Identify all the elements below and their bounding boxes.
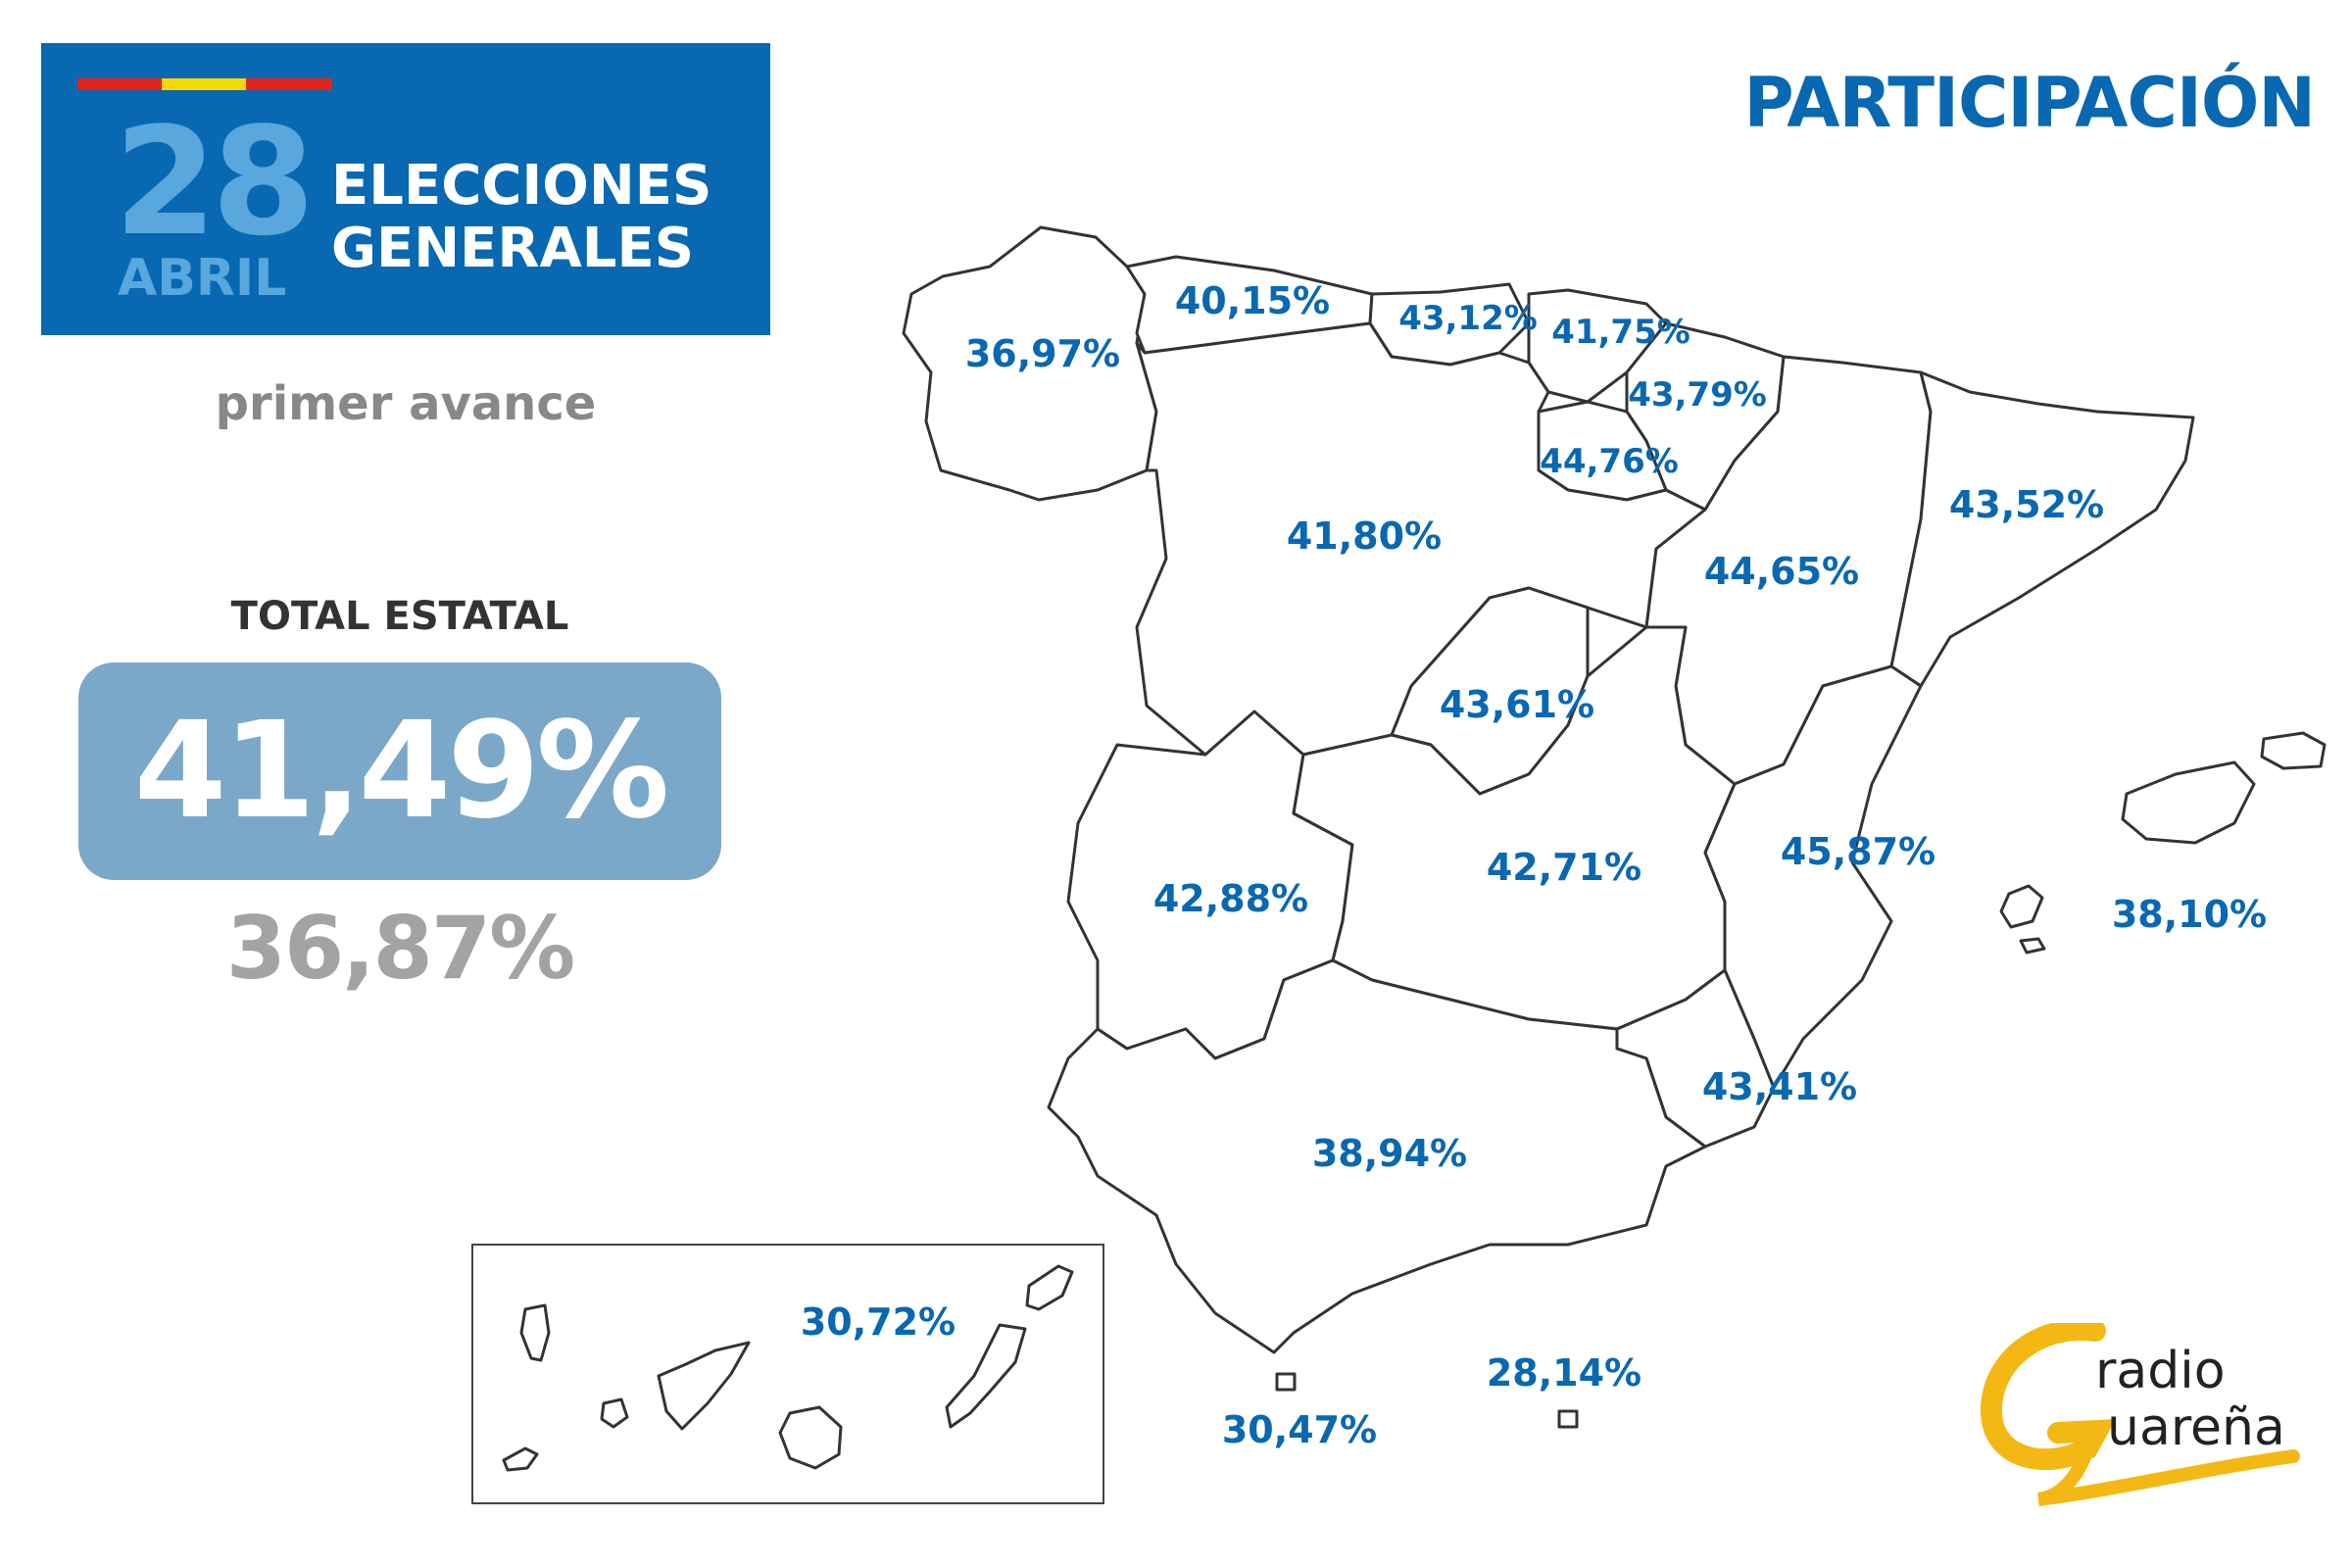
- region-andalucia: [1047, 958, 1707, 1354]
- region-baleares-ibiza: [1999, 884, 2044, 929]
- region-baleares-formentera: [2019, 937, 2046, 955]
- region-canarias-hierro: [502, 1446, 539, 1472]
- pct-pais-vasco: 41,75%: [1551, 313, 1690, 352]
- pct-asturias: 40,15%: [1175, 279, 1330, 322]
- region-baleares-mallorca: [2121, 760, 2256, 845]
- election-month: ABRIL: [118, 249, 287, 308]
- previous-value: 36,87%: [225, 898, 576, 999]
- pct-navarra: 43,79%: [1628, 375, 1767, 415]
- region-canarias-fuerteventura: [945, 1323, 1027, 1429]
- region-baleares-menorca: [2260, 731, 2327, 770]
- region-cataluna: [1889, 370, 2195, 688]
- pct-ceuta: 30,47%: [1222, 1408, 1377, 1451]
- region-canarias-gomera: [600, 1397, 629, 1429]
- pct-aragon: 44,65%: [1704, 550, 1859, 593]
- election-day: 28: [114, 95, 316, 269]
- subtitle: primer avance: [215, 376, 597, 431]
- pct-valencia: 45,87%: [1781, 830, 1936, 873]
- total-value: 41,49%: [133, 694, 669, 849]
- pct-madrid: 43,61%: [1440, 683, 1594, 726]
- region-canarias-tenerife: [657, 1341, 751, 1431]
- spain-flag-stripe: [77, 78, 332, 90]
- logo-g-upper: [1981, 1323, 2117, 1471]
- pct-la-rioja: 44,76%: [1540, 442, 1679, 481]
- logo-text-radio: radio: [2095, 1342, 2226, 1400]
- region-canarias-la-palma: [519, 1303, 551, 1362]
- region-valencia: [1703, 664, 1923, 1090]
- region-pais-vasco: [1527, 288, 1668, 404]
- logo-text-guarena: uareña: [2107, 1398, 2285, 1457]
- pct-cantabria: 43,12%: [1398, 299, 1538, 338]
- pct-castilla-la-mancha: 42,71%: [1487, 846, 1642, 889]
- region-melilla: [1557, 1409, 1579, 1429]
- pct-galicia: 36,97%: [965, 332, 1120, 375]
- election-header: 28 ABRIL ELECCIONES GENERALES: [41, 43, 770, 335]
- pct-cataluna: 43,52%: [1949, 483, 2104, 526]
- pct-castilla-leon: 41,80%: [1287, 514, 1442, 558]
- page-title: PARTICIPACIÓN: [1743, 63, 2316, 143]
- canarias-inset-frame: [471, 1244, 1104, 1504]
- total-box: 41,49%: [78, 662, 721, 880]
- pct-andalucia: 38,94%: [1312, 1132, 1467, 1175]
- region-canarias-lanzarote: [1025, 1264, 1074, 1311]
- logo-swoosh: [2036, 1442, 2300, 1506]
- pct-murcia: 43,41%: [1702, 1065, 1857, 1108]
- pct-baleares: 38,10%: [2112, 893, 2267, 936]
- pct-canarias: 30,72%: [801, 1300, 956, 1344]
- region-ceuta: [1275, 1372, 1297, 1392]
- election-title: ELECCIONES GENERALES: [331, 155, 711, 280]
- pct-extremadura: 42,88%: [1153, 877, 1308, 920]
- total-label: TOTAL ESTATAL: [230, 594, 569, 639]
- election-title-line1: ELECCIONES: [331, 154, 712, 218]
- region-canarias-gran-canaria: [778, 1405, 843, 1470]
- pct-melilla: 28,14%: [1487, 1351, 1642, 1395]
- election-title-line2: GENERALES: [331, 217, 695, 280]
- radio-guarena-logo: radio uareña: [1981, 1323, 2300, 1506]
